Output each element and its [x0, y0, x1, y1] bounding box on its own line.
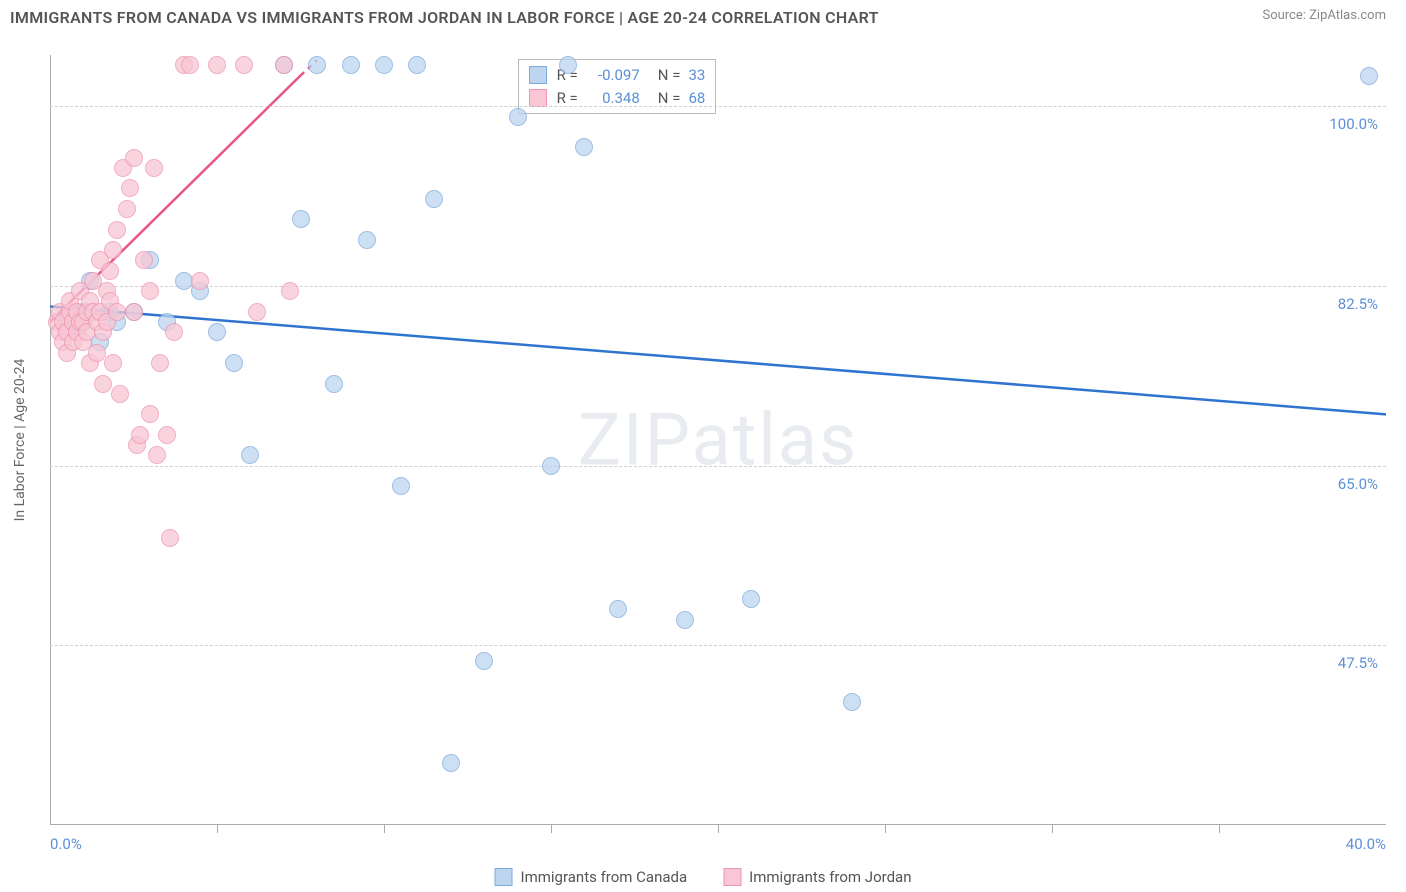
chart-area: ZIPatlas R =-0.097N =33R =0.348N =68 47.…: [50, 55, 1386, 825]
source-label: Source: ZipAtlas.com: [1262, 8, 1386, 23]
data-point: [408, 56, 426, 74]
data-point: [118, 200, 136, 218]
chart-title: IMMIGRANTS FROM CANADA VS IMMIGRANTS FRO…: [10, 8, 879, 27]
data-point: [158, 426, 176, 444]
x-tick: [1219, 825, 1220, 833]
data-point: [104, 241, 122, 259]
data-point: [248, 303, 266, 321]
legend: Immigrants from Canada Immigrants from Jo…: [495, 868, 912, 886]
y-tick-label: 82.5%: [1338, 295, 1378, 313]
legend-label: Immigrants from Canada: [521, 868, 688, 886]
data-point: [392, 477, 410, 495]
watermark-text: ZIPatlas: [578, 398, 858, 483]
x-tick: [384, 825, 385, 833]
data-point: [151, 354, 169, 372]
x-tick: [718, 825, 719, 833]
data-point: [358, 231, 376, 249]
legend-label: Immigrants from Jordan: [749, 868, 911, 886]
data-point: [225, 354, 243, 372]
plot-area: ZIPatlas R =-0.097N =33R =0.348N =68 47.…: [50, 55, 1386, 825]
data-point: [509, 108, 527, 126]
data-point: [161, 529, 179, 547]
data-point: [1360, 67, 1378, 85]
data-point: [141, 405, 159, 423]
grid-line-h: [50, 645, 1386, 646]
data-point: [559, 56, 577, 74]
data-point: [275, 56, 293, 74]
trend-lines-layer: [50, 55, 1386, 825]
grid-line-h: [50, 106, 1386, 107]
stat-r-value: -0.097: [586, 64, 640, 87]
data-point: [131, 426, 149, 444]
data-point: [475, 652, 493, 670]
data-point: [442, 754, 460, 772]
stat-n-value: 33: [688, 64, 705, 87]
series-swatch: [529, 66, 547, 84]
data-point: [342, 56, 360, 74]
stats-row: R =-0.097N =33: [529, 64, 706, 87]
data-point: [108, 303, 126, 321]
data-point: [181, 56, 199, 74]
data-point: [843, 693, 861, 711]
legend-swatch: [495, 868, 513, 886]
data-point: [148, 446, 166, 464]
x-tick: [217, 825, 218, 833]
grid-line-h: [50, 286, 1386, 287]
grid-line-h: [50, 466, 1386, 467]
data-point: [235, 56, 253, 74]
x-label-end: 40.0%: [1346, 835, 1386, 853]
legend-item: Immigrants from Jordan: [723, 868, 911, 886]
data-point: [104, 354, 122, 372]
data-point: [425, 190, 443, 208]
legend-item: Immigrants from Canada: [495, 868, 688, 886]
data-point: [575, 138, 593, 156]
data-point: [292, 210, 310, 228]
y-tick-label: 65.0%: [1338, 475, 1378, 493]
data-point: [88, 344, 106, 362]
data-point: [135, 251, 153, 269]
data-point: [165, 323, 183, 341]
data-point: [145, 159, 163, 177]
data-point: [676, 611, 694, 629]
data-point: [281, 282, 299, 300]
y-tick-label: 47.5%: [1338, 654, 1378, 672]
data-point: [542, 457, 560, 475]
y-axis-label: In Labor Force | Age 20-24: [12, 359, 28, 522]
y-tick-label: 100.0%: [1329, 115, 1378, 133]
data-point: [308, 56, 326, 74]
data-point: [121, 179, 139, 197]
data-point: [325, 375, 343, 393]
data-point: [191, 272, 209, 290]
data-point: [125, 303, 143, 321]
x-tick: [1052, 825, 1053, 833]
data-point: [175, 272, 193, 290]
data-point: [208, 323, 226, 341]
x-tick: [551, 825, 552, 833]
data-point: [94, 375, 112, 393]
data-point: [375, 56, 393, 74]
data-point: [742, 590, 760, 608]
x-label-start: 0.0%: [50, 835, 82, 853]
stat-n-label: N =: [658, 64, 681, 87]
data-point: [141, 282, 159, 300]
y-axis-line: [50, 55, 51, 825]
data-point: [111, 385, 129, 403]
data-point: [241, 446, 259, 464]
data-point: [108, 221, 126, 239]
series-swatch: [529, 89, 547, 107]
data-point: [208, 56, 226, 74]
data-point: [101, 262, 119, 280]
data-point: [125, 149, 143, 167]
legend-swatch: [723, 868, 741, 886]
data-point: [609, 600, 627, 618]
x-tick: [885, 825, 886, 833]
